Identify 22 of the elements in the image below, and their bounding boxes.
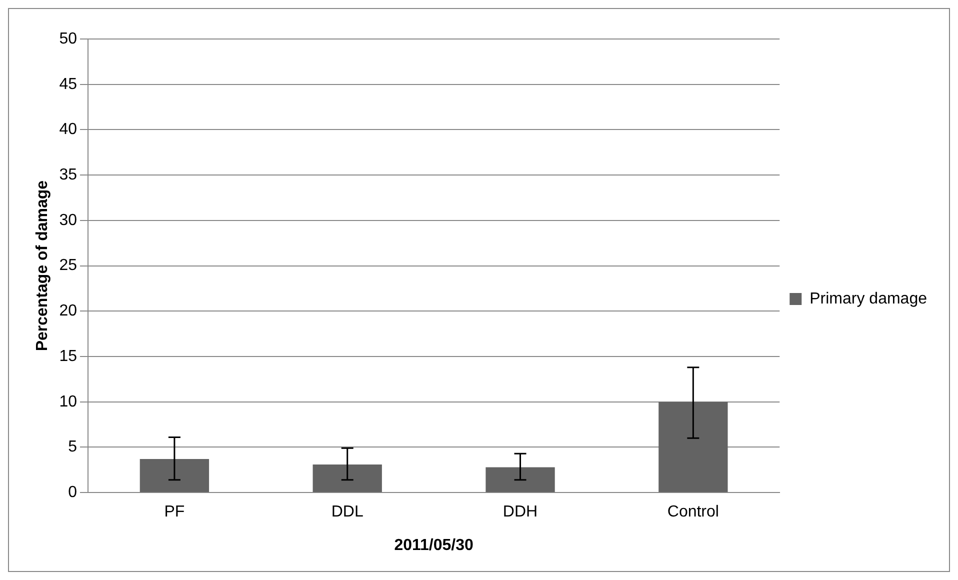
y-tick-label: 25 bbox=[59, 257, 78, 274]
y-tick-label: 40 bbox=[59, 121, 78, 138]
y-tick-label: 10 bbox=[59, 393, 78, 410]
x-tick-label: DDH bbox=[502, 504, 538, 521]
y-tick-label: 5 bbox=[68, 438, 78, 456]
x-tick-label: PF bbox=[164, 504, 185, 521]
y-axis-title: Percentage of damage bbox=[34, 180, 52, 352]
y-tick-label: 45 bbox=[59, 76, 78, 93]
bar bbox=[486, 467, 555, 492]
x-axis-title: 2011/05/30 bbox=[394, 536, 474, 554]
y-tick-label: 20 bbox=[59, 302, 78, 320]
x-tick-label: Control bbox=[667, 504, 719, 521]
bar bbox=[140, 459, 210, 492]
bar bbox=[658, 402, 728, 492]
y-tick-label: 30 bbox=[59, 212, 78, 229]
y-tick-label: 50 bbox=[59, 30, 78, 48]
x-tick-label: DDL bbox=[331, 504, 364, 521]
legend-label: Primary damage bbox=[810, 290, 928, 308]
y-tick-label: 35 bbox=[59, 166, 78, 184]
y-tick-label: 15 bbox=[59, 348, 78, 365]
bar bbox=[312, 464, 382, 492]
y-tick-label: 0 bbox=[68, 484, 78, 502]
